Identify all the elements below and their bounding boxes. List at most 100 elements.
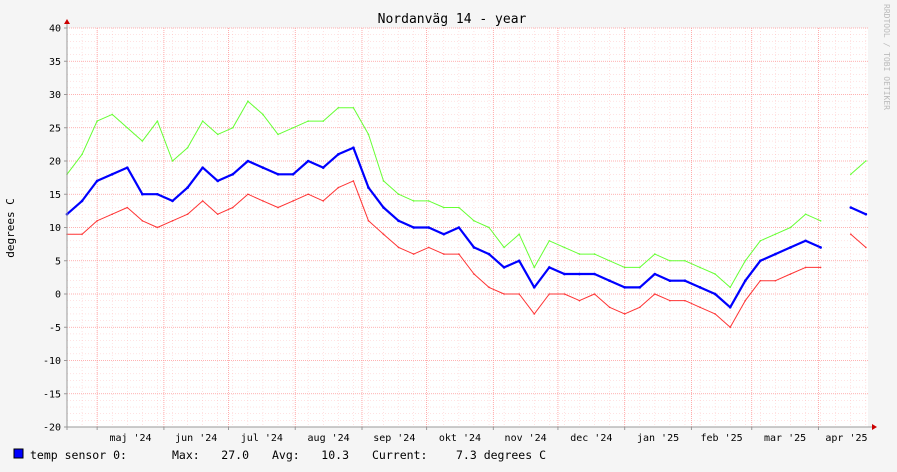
data-point-temp-sensor-0 (201, 166, 204, 169)
data-point-temp-sensor-0 (337, 153, 340, 156)
data-point-max (578, 253, 581, 255)
data-point-max (849, 173, 852, 176)
data-point-max (458, 206, 460, 209)
data-point-max (623, 266, 626, 269)
data-point-max (262, 113, 264, 116)
data-point-temp-sensor-0 (487, 252, 491, 256)
data-point-temp-sensor-0 (321, 166, 325, 169)
data-point-min (563, 293, 566, 295)
legend-avg-label: Avg: (272, 448, 300, 462)
data-point-min (382, 233, 385, 235)
data-point-min (397, 246, 400, 249)
y-tick-label: 5 (55, 256, 61, 267)
y-axis-label: degrees C (4, 198, 17, 258)
data-point-min (126, 206, 129, 209)
data-point-temp-sensor-0 (532, 286, 536, 289)
legend-label: temp sensor 0: (30, 448, 127, 462)
data-point-temp-sensor-0 (246, 159, 250, 163)
data-point-min (186, 213, 189, 215)
data-point-min (669, 299, 671, 302)
data-point-max (367, 133, 370, 136)
data-point-temp-sensor-0 (502, 266, 506, 269)
data-point-temp-sensor-0 (442, 232, 446, 236)
data-point-temp-sensor-0 (698, 286, 702, 289)
data-point-max (96, 120, 98, 122)
data-point-max (382, 180, 385, 182)
data-point-min (774, 279, 777, 282)
x-tick-label: jun '24 (175, 433, 217, 444)
legend-max-label: Max: (172, 448, 200, 462)
data-point-temp-sensor-0 (653, 272, 657, 276)
data-point-max (473, 220, 475, 222)
data-point-temp-sensor-0 (95, 179, 99, 183)
data-point-min (744, 299, 747, 302)
x-tick-label: jul '24 (241, 433, 283, 444)
y-tick-label: 20 (49, 157, 61, 168)
y-axis-ticks: -20 -15 -10 -5 0 5 10 15 20 25 30 35 40 (43, 24, 67, 434)
y-tick-label: 30 (49, 90, 61, 101)
data-point-max (156, 120, 159, 122)
y-axis-arrow (64, 19, 70, 24)
data-point-temp-sensor-0 (849, 206, 853, 209)
data-point-max (699, 266, 701, 269)
data-point-max (729, 286, 731, 289)
data-point-min (81, 233, 83, 235)
legend-max-value: 27.0 (221, 448, 249, 462)
data-point-temp-sensor-0 (276, 173, 280, 176)
data-point-max (427, 200, 430, 202)
data-point-temp-sensor-0 (110, 173, 114, 176)
data-point-max (186, 146, 189, 149)
data-point-max (141, 140, 144, 142)
data-point-min (473, 273, 475, 275)
data-point-max (292, 126, 294, 129)
x-tick-label: okt '24 (439, 433, 481, 444)
data-point-max (201, 120, 204, 122)
data-point-min (322, 200, 325, 202)
data-point-min (111, 213, 114, 215)
data-point-min (548, 293, 551, 295)
data-point-min (216, 213, 219, 215)
data-point-temp-sensor-0 (728, 306, 732, 309)
data-point-max (684, 259, 686, 262)
data-point-min (654, 293, 656, 295)
y-tick-label: -20 (43, 423, 61, 434)
data-point-min (608, 306, 611, 309)
data-point-temp-sensor-0 (563, 272, 566, 276)
data-point-max (563, 246, 566, 249)
data-point-min (699, 306, 701, 309)
data-point-max (443, 206, 445, 209)
legend-current-label: Current: (372, 448, 427, 462)
x-tick-label: aug '24 (308, 433, 350, 444)
chart-title: Nordanväg 14 - year (378, 12, 527, 27)
data-point-min (352, 180, 355, 182)
legend-avg-value: 10.3 (321, 448, 349, 462)
data-point-temp-sensor-0 (367, 186, 370, 189)
data-point-max (759, 240, 762, 242)
data-point-max (774, 233, 777, 235)
x-tick-label: nov '24 (505, 433, 547, 444)
data-point-temp-sensor-0 (156, 192, 159, 196)
data-point-min (578, 299, 581, 302)
data-point-max (171, 160, 174, 162)
data-point-min (412, 253, 415, 255)
y-tick-label: -10 (43, 356, 61, 367)
data-point-temp-sensor-0 (427, 226, 431, 229)
x-tick-label: feb '25 (701, 433, 743, 444)
data-point-min (458, 253, 460, 255)
data-point-min (503, 293, 505, 295)
data-point-temp-sensor-0 (593, 272, 596, 276)
grid (67, 27, 868, 428)
data-point-temp-sensor-0 (141, 192, 144, 196)
legend: temp sensor 0: Max: 27.0 Avg: 10.3 Curre… (13, 448, 546, 462)
data-point-temp-sensor-0 (125, 166, 129, 169)
data-point-temp-sensor-0 (397, 219, 400, 223)
data-point-max (277, 133, 279, 136)
data-point-min (292, 200, 294, 202)
data-point-max (352, 107, 355, 109)
data-point-min (277, 206, 279, 209)
data-point-min (427, 246, 430, 249)
x-tick-label: jan '25 (637, 433, 679, 444)
data-point-min (804, 266, 807, 269)
data-point-min (231, 206, 234, 209)
